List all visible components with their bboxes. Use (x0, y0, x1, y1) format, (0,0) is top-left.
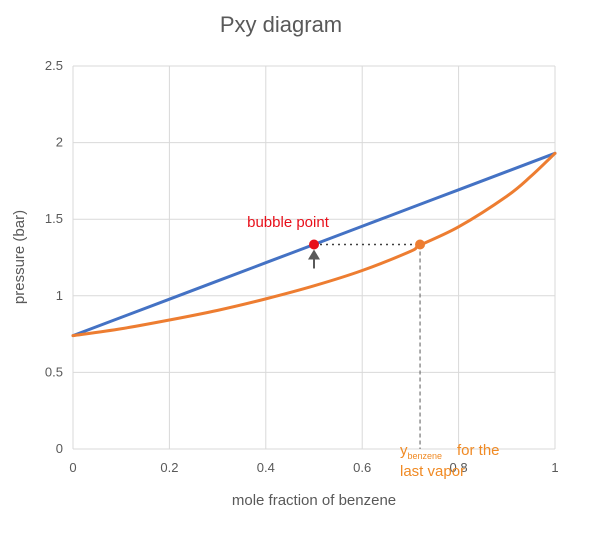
last-vapor-label: last vapor (400, 463, 465, 480)
tick-labels: 0 0.5 1 1.5 2 2.5 0 0.2 0.4 0.6 0.8 1 (45, 58, 559, 475)
dew-curve-line (71, 151, 557, 338)
vapor-point-marker (415, 239, 426, 250)
y-benzene-label: ybenzene (400, 442, 442, 461)
bubble-point-label: bubble point (247, 214, 330, 231)
x-tick-label: 0.2 (160, 460, 178, 475)
y-tick-label: 1 (56, 288, 63, 303)
y-tick-label: 0 (56, 441, 63, 456)
gridlines (72, 65, 556, 450)
bubble-point-marker (309, 239, 319, 250)
y-tick-label: 2 (56, 135, 63, 150)
y-main-text: y (400, 442, 408, 459)
x-tick-label: 0.6 (353, 460, 371, 475)
for-the-label: for the (457, 442, 500, 459)
y-tick-label: 0.5 (45, 364, 63, 379)
guide-lines (314, 243, 421, 449)
y-tick-label: 1.5 (45, 211, 63, 226)
y-subscript-text: benzene (408, 451, 443, 461)
arrow-head-icon (308, 249, 320, 260)
y-axis-label: pressure (bar) (11, 210, 28, 304)
annotations: bubble point ybenzene for the last vapor (247, 214, 499, 480)
x-tick-label: 1 (551, 460, 558, 475)
x-tick-label: 0.4 (257, 460, 275, 475)
chart-title: Pxy diagram (220, 12, 342, 37)
x-tick-label: 0 (69, 460, 76, 475)
x-axis-label: mole fraction of benzene (232, 492, 396, 509)
x-tick-label: 0.8 (450, 460, 468, 475)
y-tick-label: 2.5 (45, 58, 63, 73)
point-marks (308, 239, 426, 269)
